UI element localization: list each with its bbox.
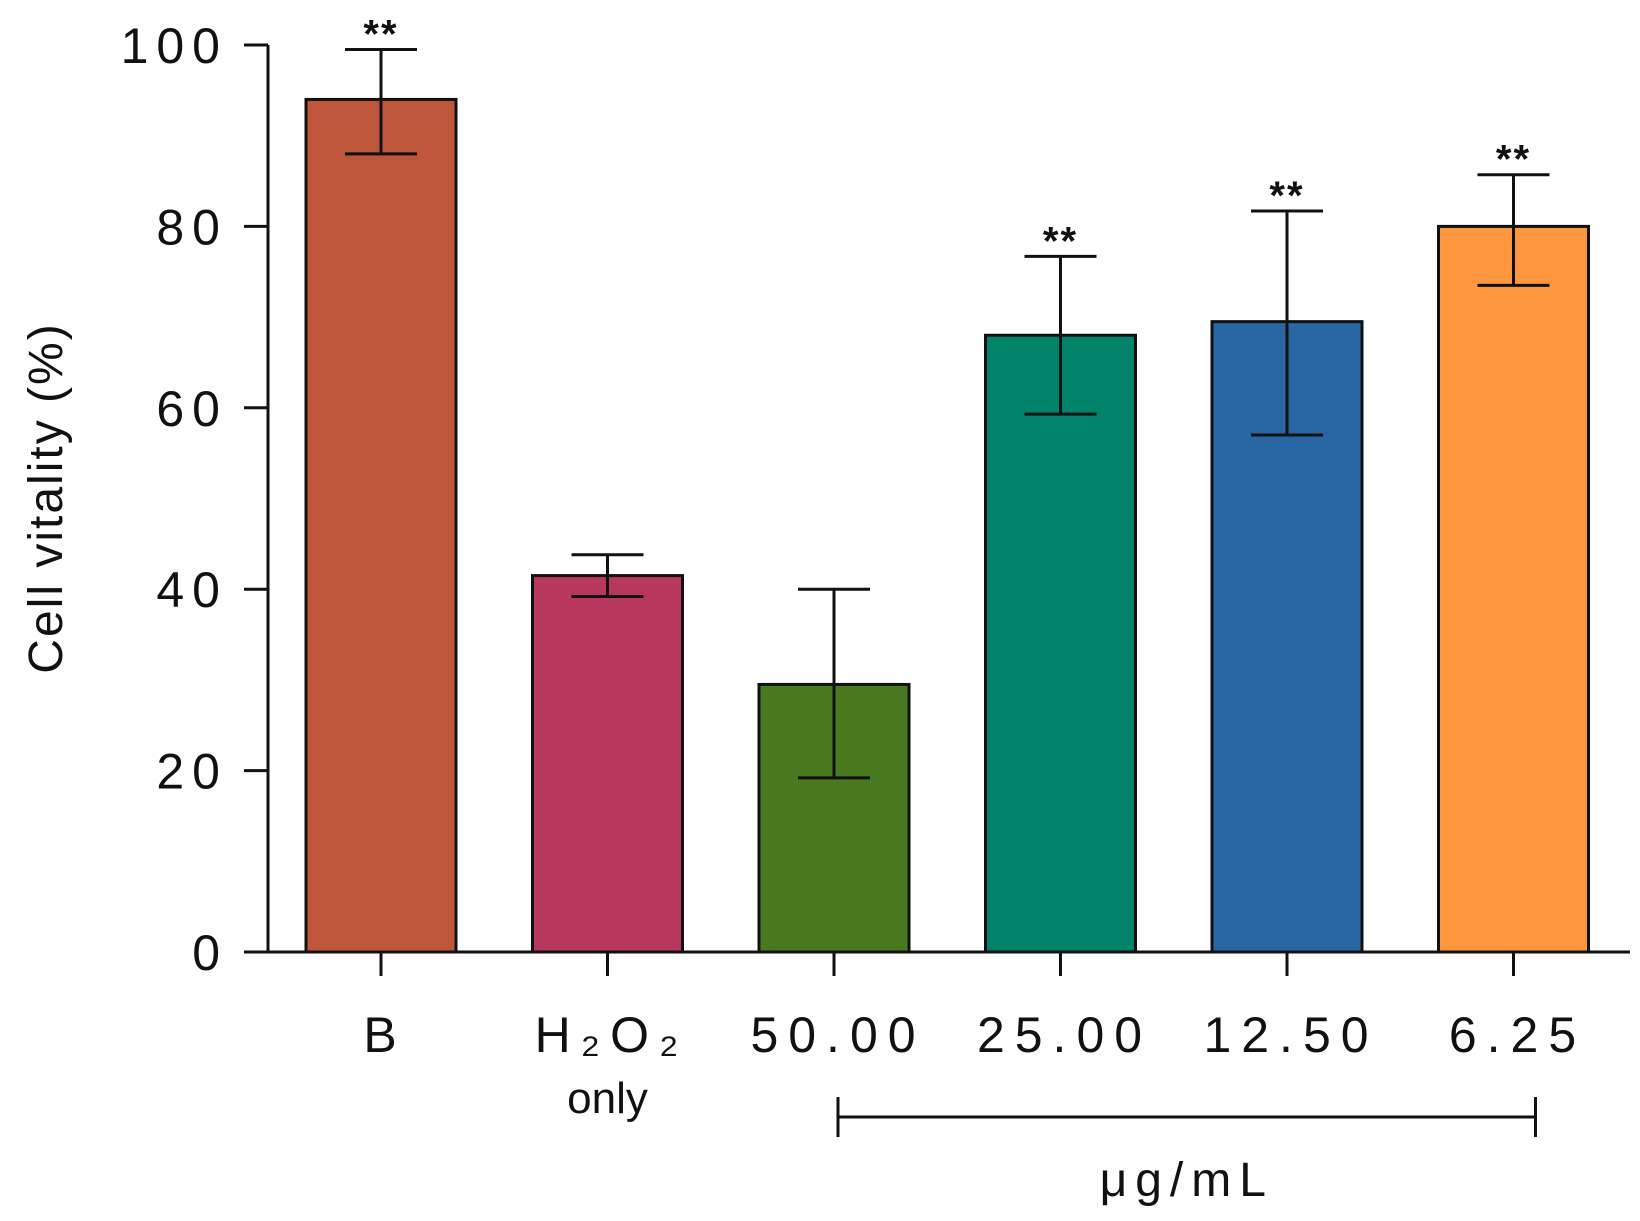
- x-tick-label: B: [363, 1007, 406, 1063]
- bar-5: [1437, 224, 1590, 954]
- x-tick-label: 50.00: [750, 1007, 925, 1063]
- bar-0: [304, 97, 458, 954]
- bar-3: [984, 333, 1137, 954]
- y-tick-label: 40: [156, 562, 228, 618]
- x-tick-label: 12.50: [1203, 1007, 1378, 1063]
- x-tick-label: H₂O₂: [535, 1007, 689, 1063]
- bars-layer: [304, 97, 1590, 954]
- axes-layer: [244, 43, 1630, 1137]
- y-tick-label: 20: [156, 744, 228, 800]
- labels-layer: 0 20 40 60 80 100 Cell vitality (%) B ** H₂O₂ only…: [20, 13, 1586, 1207]
- significance-marker: **: [363, 13, 398, 57]
- y-tick-label: 0: [192, 925, 228, 981]
- significance-marker: **: [1269, 174, 1304, 218]
- y-axis-title: Cell vitality (%): [20, 322, 73, 673]
- significance-marker: **: [1496, 138, 1531, 182]
- y-tick-label: 60: [156, 381, 228, 437]
- x-tick-label: 6.25: [1449, 1007, 1586, 1063]
- unit-label: μg/mL: [1100, 1154, 1274, 1207]
- significance-marker: **: [1043, 219, 1078, 263]
- error-bars-layer: [345, 48, 1550, 780]
- x-tick-label: 25.00: [977, 1007, 1152, 1063]
- bar-1: [531, 574, 684, 954]
- y-tick-label: 100: [121, 18, 228, 74]
- y-tick-label: 80: [156, 199, 228, 255]
- x-tick-sublabel: only: [567, 1074, 648, 1123]
